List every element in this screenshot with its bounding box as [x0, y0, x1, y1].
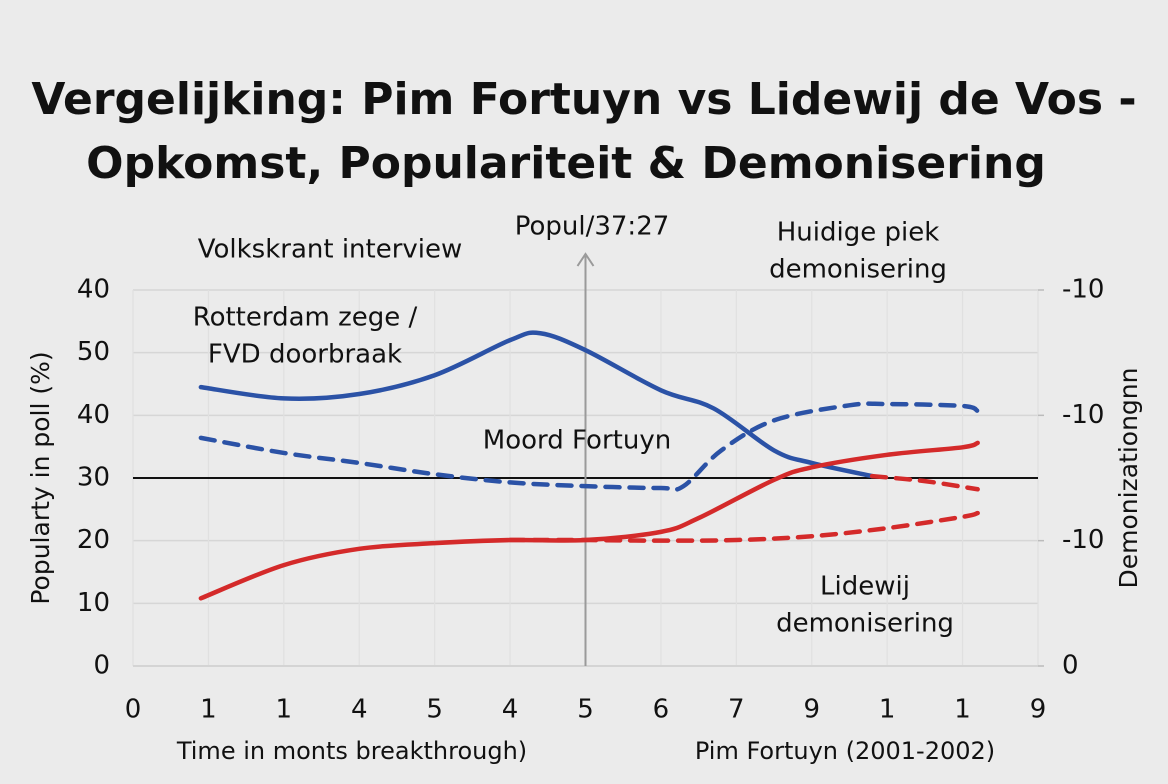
x-tick-label: 6 [653, 695, 670, 725]
x-tick-label: 5 [426, 695, 443, 725]
y-tick-label: 20 [77, 525, 110, 555]
chart-title: Opkomst, Populariteit & Demonisering [86, 138, 1046, 189]
line-series [198, 330, 875, 479]
annotation: Huidige piek [777, 218, 940, 248]
x-tick-label: 5 [577, 695, 594, 725]
line-series [198, 401, 980, 492]
y2-tick-label: -10 [1062, 400, 1104, 430]
annotation: demonisering [769, 255, 947, 285]
y-tick-label: 40 [77, 400, 110, 430]
x-tick-label: 0 [125, 695, 142, 725]
x-axis-label: Pim Fortuyn (2001-2002) [695, 737, 995, 765]
y-tick-label: 50 [77, 337, 110, 367]
x-tick-label: 9 [1030, 695, 1047, 725]
y2-tick-label: -10 [1062, 275, 1104, 305]
x-tick-label: 1 [954, 695, 971, 725]
y-tick-label: 0 [93, 651, 110, 681]
y-tick-label: 40 [77, 275, 110, 305]
chart-title: Vergelijking: Pim Fortuyn vs Lidewij de … [31, 74, 1136, 125]
y-tick-label: 30 [77, 463, 110, 493]
annotation: Moord Fortuyn [483, 426, 671, 456]
y2-tick-label: 0 [1062, 651, 1079, 681]
annotation: FVD doorbraak [208, 340, 402, 370]
x-tick-label: 4 [502, 695, 519, 725]
y-tick-label: 10 [77, 588, 110, 618]
line-series [869, 473, 980, 492]
line-series [198, 440, 980, 601]
x-tick-label: 7 [728, 695, 745, 725]
x-tick-label: 1 [276, 695, 293, 725]
arrow-head [576, 252, 595, 267]
x-tick-label: 4 [351, 695, 368, 725]
x-tick-label: 9 [803, 695, 820, 725]
annotation: Popul/37:27 [515, 212, 670, 242]
annotation: Lidewij [820, 572, 910, 602]
line-series [507, 510, 980, 543]
x-axis-label: Time in monts breakthrough) [176, 737, 527, 765]
x-tick-label: 1 [879, 695, 896, 725]
annotation: Volkskrant interview [198, 235, 463, 265]
y-axis-label: Popularty in poll (%) [26, 351, 55, 604]
y2-tick-label: -10 [1062, 525, 1104, 555]
x-tick-label: 1 [200, 695, 217, 725]
y2-axis-label: Demonizationgnn [1114, 368, 1143, 589]
annotation: Rotterdam zege / [193, 303, 418, 333]
annotation: demonisering [776, 609, 954, 639]
